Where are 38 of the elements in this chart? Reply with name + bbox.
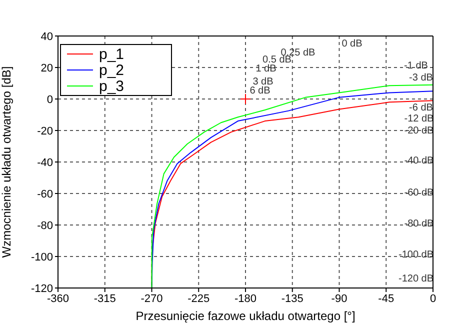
legend-label: p_1	[99, 46, 124, 62]
x-axis-title: Przesunięcie fazowe układu otwartego [°]	[136, 309, 356, 323]
y-tick-label: -60	[37, 188, 53, 200]
annotation: -1 dB	[404, 60, 428, 72]
legend-label: p_2	[99, 62, 124, 78]
y-tick-label: -20	[37, 125, 53, 138]
y-tick-label: 40	[40, 30, 53, 43]
annotation: 6 dB	[250, 86, 271, 96]
y-tick-label: -120	[30, 282, 53, 295]
legend-label: p_3	[99, 78, 124, 94]
x-tick-label: -90	[331, 292, 348, 305]
x-tick-label: -315	[94, 292, 116, 305]
annotation: -120 dB	[398, 274, 434, 284]
annotation: 3 dB	[252, 76, 274, 88]
y-tick-label: -80	[37, 220, 53, 232]
annotation: 0.5 dB	[262, 54, 292, 66]
annotation: -60 dB	[404, 188, 434, 198]
y-tick-label: -100	[30, 251, 53, 264]
y-tick-label: 0	[46, 94, 53, 106]
x-tick-label: -45	[378, 292, 394, 305]
x-tick-label: -180	[234, 292, 257, 305]
annotation: -40 dB	[404, 156, 434, 166]
y-tick-label: 20	[40, 62, 53, 74]
annotation: -3 dB	[409, 72, 434, 84]
annotation: 1 dB	[256, 64, 277, 74]
annotation: 0 dB	[342, 38, 363, 50]
annotation: -12 dB	[404, 114, 434, 124]
x-tick-label: -225	[188, 292, 210, 305]
annotation: -100 dB	[398, 250, 434, 260]
annotation: -20 dB	[404, 126, 434, 136]
x-tick-label: 0	[430, 292, 436, 305]
x-tick-label: -135	[281, 292, 304, 305]
x-tick-label: -270	[140, 292, 163, 305]
y-tick-label: -40	[37, 156, 53, 169]
annotation: -80 dB	[404, 218, 434, 230]
y-axis-title: Wzmocnienie układu otwartego [dB]	[0, 66, 14, 258]
x-tick-label: -360	[46, 292, 70, 305]
annotation: -6 dB	[409, 102, 434, 114]
